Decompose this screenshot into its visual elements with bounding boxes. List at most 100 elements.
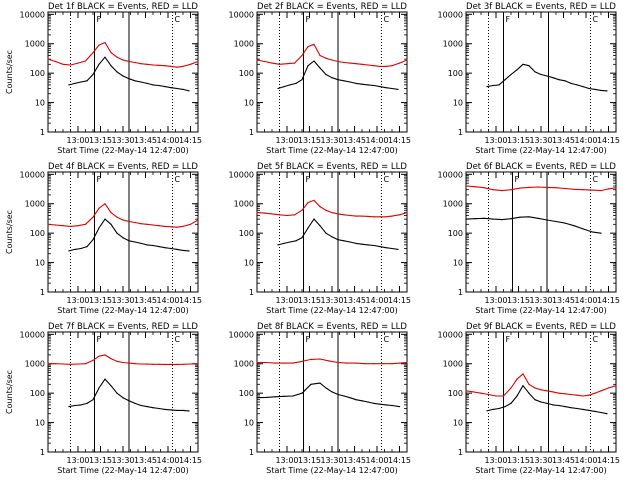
- series-point-lld: [158, 225, 160, 227]
- chart-panel-2: Det 2f BLACK = Events, RED = LLD Start Ti…: [229, 2, 411, 155]
- series-point-events: [528, 65, 530, 67]
- y-tick-label: 10: [453, 99, 463, 108]
- series-point-lld: [582, 189, 584, 191]
- series-point-events: [546, 75, 548, 77]
- series-point-events: [116, 232, 118, 234]
- y-tick-label: 100: [30, 69, 45, 78]
- series-point-lld: [355, 362, 357, 364]
- series-point-lld: [182, 65, 184, 67]
- series-point-events: [582, 228, 584, 230]
- y-tick-label: 10000: [20, 10, 45, 19]
- y-tick-label: 1: [40, 128, 45, 137]
- series-point-lld: [189, 363, 192, 365]
- series-point-lld: [197, 363, 199, 365]
- series-point-lld: [537, 186, 539, 188]
- series-point-events: [600, 232, 602, 234]
- y-tick-label: 10: [35, 419, 45, 428]
- series-point-events: [576, 407, 578, 410]
- y-tick-label: 1000: [443, 360, 463, 369]
- series-point-lld: [607, 387, 610, 389]
- series-point-events: [522, 63, 524, 65]
- series-point-lld: [355, 63, 357, 65]
- y-tick-label: 100: [30, 389, 45, 398]
- series-point-lld: [256, 59, 258, 61]
- series-point-events: [516, 69, 518, 71]
- series-point-lld: [283, 362, 285, 364]
- series-point-lld: [391, 363, 393, 365]
- series-line-events: [486, 63, 608, 92]
- series-point-events: [397, 88, 399, 90]
- series-point-lld: [110, 358, 112, 360]
- x-tick-label: 14:00: [156, 296, 179, 305]
- series-point-lld: [528, 186, 530, 188]
- series-point-lld: [84, 60, 87, 62]
- series-point-lld: [472, 391, 475, 393]
- series-point-events: [331, 77, 333, 79]
- series-point-lld: [197, 60, 199, 63]
- series-point-events: [391, 247, 393, 250]
- y-tick-label: 100: [448, 229, 463, 238]
- series-point-events: [606, 413, 608, 415]
- series-line-events: [465, 216, 602, 234]
- series-point-events: [486, 410, 488, 412]
- series-point-lld: [534, 387, 536, 389]
- series-point-events: [295, 240, 297, 242]
- series-point-lld: [54, 363, 57, 365]
- x-axis-label: Start Time (22-May-14 12:47:00): [57, 306, 188, 315]
- series-point-events: [373, 402, 375, 404]
- series-point-events: [128, 240, 130, 242]
- series-point-events: [98, 63, 100, 65]
- chart-panel-3: Det 3f BLACK = Events, RED = LLD Start Ti…: [438, 2, 620, 155]
- series-point-lld: [170, 226, 172, 228]
- series-point-events: [498, 407, 500, 410]
- series-point-events: [367, 84, 369, 86]
- series-point-lld: [146, 63, 148, 65]
- series-point-events: [170, 247, 172, 250]
- x-axis-label: Start Time (22-May-14 12:47:00): [57, 146, 188, 155]
- series-point-lld: [379, 216, 381, 218]
- series-point-lld: [140, 363, 142, 365]
- series-point-events: [134, 80, 136, 82]
- series-point-lld: [406, 361, 408, 364]
- series-point-events: [504, 79, 506, 81]
- series-point-events: [361, 243, 363, 245]
- series-point-events: [86, 246, 88, 248]
- series-point-events: [325, 232, 327, 234]
- series-point-events: [325, 73, 327, 76]
- series-point-lld: [77, 62, 79, 64]
- series-point-lld: [361, 63, 363, 65]
- series-point-events: [373, 244, 375, 247]
- series-point-events: [355, 399, 357, 401]
- series-point-events: [140, 404, 142, 407]
- series-point-lld: [564, 187, 566, 190]
- series-point-events: [313, 60, 315, 62]
- series-point-lld: [379, 65, 381, 67]
- series-point-events: [355, 242, 357, 244]
- series-point-events: [564, 406, 566, 408]
- series-point-lld: [286, 63, 288, 65]
- series-point-lld: [385, 216, 387, 218]
- series-point-events: [373, 84, 375, 87]
- series-point-lld: [293, 62, 296, 64]
- y-tick-label: 1: [249, 128, 254, 137]
- x-tick-label: 14:15: [179, 456, 202, 465]
- series-point-events: [86, 402, 88, 404]
- series-point-events: [277, 244, 279, 246]
- series-point-events: [552, 404, 554, 406]
- series-point-lld: [364, 363, 366, 365]
- series-point-lld: [47, 363, 49, 365]
- series-point-lld: [134, 363, 136, 365]
- series-point-events: [343, 80, 345, 82]
- series-point-lld: [319, 358, 321, 360]
- series-point-events: [367, 401, 369, 403]
- series-point-lld: [164, 363, 166, 365]
- y-tick-label: 100: [448, 389, 463, 398]
- series-point-lld: [483, 187, 485, 189]
- series-point-events: [188, 250, 190, 252]
- series-point-lld: [158, 64, 160, 66]
- time-marker-label: C: [384, 335, 390, 344]
- x-tick-label: 13:00: [66, 136, 89, 145]
- series-point-events: [158, 246, 160, 248]
- series-point-events: [182, 409, 184, 411]
- series-point-lld: [152, 64, 154, 66]
